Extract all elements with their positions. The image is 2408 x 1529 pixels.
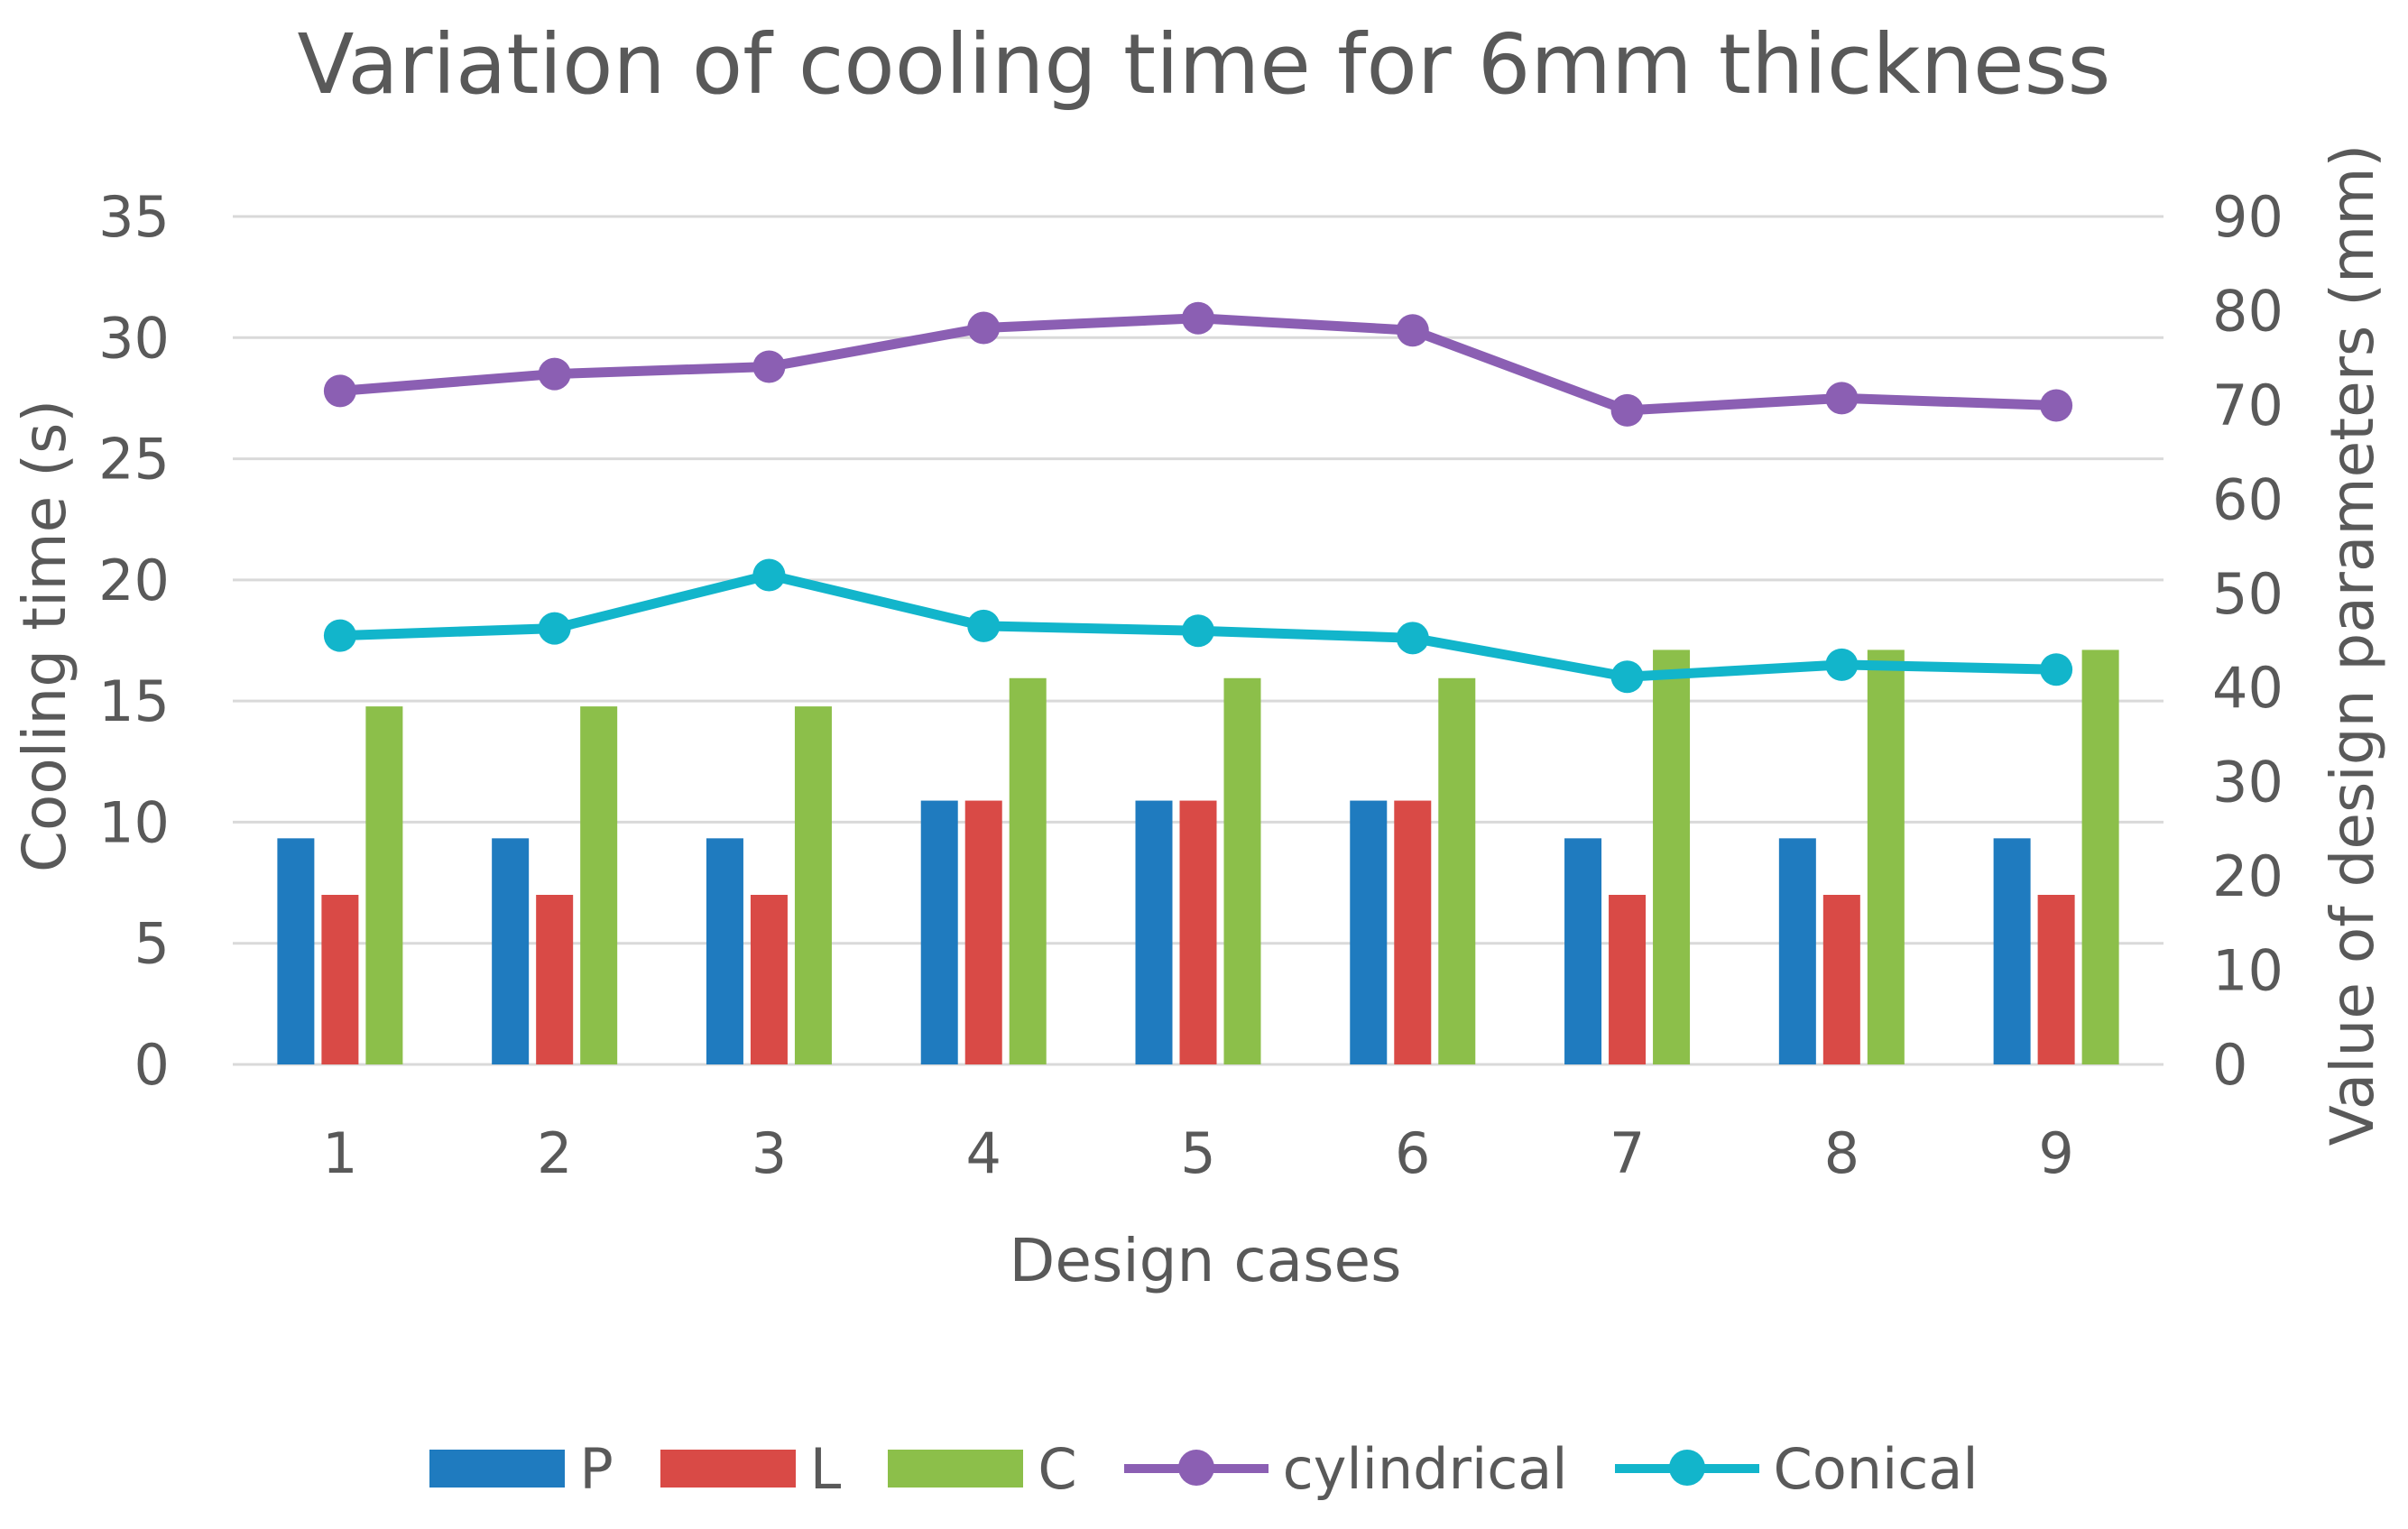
x-tick-label: 6 [1395,1120,1430,1186]
y2-tick-label: 90 [2212,184,2283,250]
y2-tick-label: 40 [2212,655,2283,721]
point-cylindrical-1 [323,374,356,408]
legend-label: P [579,1435,614,1502]
legend-swatch [1614,1450,1759,1488]
y2-tick-label: 0 [2212,1032,2247,1098]
point-cylindrical-4 [967,311,1001,345]
axes: 0 5 10 15 20 25 30 35 0 10 20 30 40 50 60 70 80 90 1 2 3 4 5 6 7… [98,184,2283,1186]
point-cylindrical-8 [1825,382,1859,415]
bar-c-2 [580,706,618,1064]
bar-l-6 [1394,800,1432,1064]
bar-c-8 [1867,649,1905,1064]
point-conical-8 [1825,648,1859,681]
legend-label: C [1038,1435,1077,1502]
point-cylindrical-2 [538,357,571,391]
bar-c-7 [1653,649,1691,1064]
bar-c-9 [2081,649,2119,1064]
bar-c-6 [1438,677,1476,1064]
legend-swatch [1123,1450,1269,1488]
legend-item-l: L [660,1435,842,1502]
bar-l-1 [321,895,359,1064]
bar-p-7 [1564,838,1602,1064]
y-tick-label: 0 [134,1032,170,1098]
x-tick-label: 4 [965,1120,1001,1186]
y-tick-label: 35 [98,184,170,250]
y-tick-label: 5 [134,911,170,977]
y-tick-label: 30 [98,305,170,371]
x-tick-label: 1 [322,1120,357,1186]
legend-label: cylindrical [1282,1435,1568,1502]
x-tick-label: 8 [1824,1120,1859,1186]
y-tick-label: 20 [98,548,170,613]
point-conical-3 [752,558,786,592]
legend-item-cylindrical: cylindrical [1123,1435,1568,1502]
legend-label: Conical [1773,1435,1979,1502]
bar-c-4 [1009,677,1047,1064]
bar-l-9 [2037,895,2075,1064]
y2-tick-label: 50 [2212,561,2283,627]
bar-l-8 [1822,895,1860,1064]
y2-tick-label: 80 [2212,278,2283,344]
legend-item-c: C [888,1435,1077,1502]
legend-item-p: P [429,1435,614,1502]
point-conical-5 [1182,614,1214,648]
y2-axis-title: Value of design parameters (mm) [2318,144,2387,1147]
y-tick-label: 15 [98,668,170,734]
bar-p-2 [492,838,530,1064]
y2-tick-label: 10 [2212,938,2283,1004]
bar-c-5 [1223,677,1261,1064]
bar-p-5 [1135,800,1173,1064]
bar-l-3 [750,895,788,1064]
y2-tick-label: 60 [2212,466,2283,532]
bar-l-5 [1179,800,1217,1064]
bar-p-4 [920,800,958,1064]
bar-c-3 [794,706,832,1064]
y-axis-title: Cooling time (s) [10,400,79,872]
point-conical-1 [323,619,356,652]
point-cylindrical-5 [1182,301,1214,335]
x-tick-label: 2 [537,1120,572,1186]
point-cylindrical-6 [1396,314,1429,347]
legend-item-conical: Conical [1614,1435,1979,1502]
point-conical-7 [1610,660,1644,694]
bar-p-8 [1778,838,1816,1064]
legend-swatch [888,1450,1024,1488]
point-conical-9 [2040,653,2073,686]
x-tick-label: 3 [752,1120,787,1186]
bar-p-3 [706,838,743,1064]
chart-title: Variation of cooling time for 6mm thickn… [297,16,2111,113]
x-tick-label: 9 [2038,1120,2073,1186]
lines [323,301,2073,694]
y-tick-label: 10 [98,789,170,855]
y2-tick-label: 30 [2212,750,2283,815]
bar-p-6 [1350,800,1388,1064]
y2-tick-label: 20 [2212,843,2283,909]
bar-l-2 [536,895,574,1064]
x-axis-title: Design cases [1010,1226,1402,1295]
y-tick-label: 25 [98,427,170,493]
x-tick-label: 5 [1180,1120,1215,1186]
bar-l-4 [964,800,1002,1064]
legend-swatch [660,1450,796,1488]
point-conical-4 [967,609,1001,642]
legend-swatch [429,1450,566,1488]
bar-p-9 [1993,838,2031,1064]
y2-tick-label: 70 [2212,373,2283,438]
bar-c-1 [365,706,403,1064]
x-tick-label: 7 [1610,1120,1645,1186]
point-conical-2 [538,612,571,645]
point-cylindrical-7 [1610,393,1644,427]
legend-label: L [809,1435,842,1502]
bars [277,649,2119,1064]
point-conical-6 [1396,622,1429,655]
bar-l-7 [1609,895,1647,1064]
point-cylindrical-3 [752,350,786,383]
bar-p-1 [277,838,315,1064]
point-cylindrical-9 [2040,389,2073,422]
